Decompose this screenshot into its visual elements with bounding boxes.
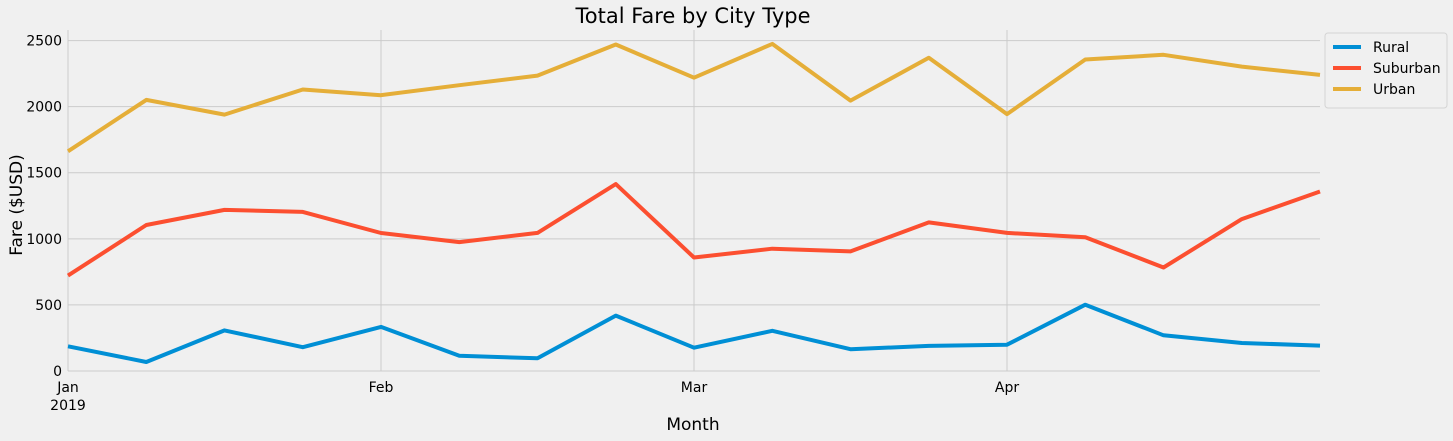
legend-label-urban: Urban	[1373, 82, 1415, 98]
y-tick-label: 0	[53, 364, 62, 380]
legend-label-suburban: Suburban	[1373, 61, 1441, 77]
legend: Rural Suburban Urban	[1324, 32, 1448, 109]
series-lines	[66, 41, 1321, 364]
x-tick-label: Mar	[681, 380, 708, 396]
chart-title: Total Fare by City Type	[574, 4, 810, 28]
series-line-rural	[67, 302, 1321, 364]
series-line-suburban	[66, 182, 1321, 278]
y-tick-label: 2000	[26, 100, 62, 116]
x-tick-label: Jan	[56, 380, 79, 396]
y-tick-label: 2500	[26, 34, 62, 50]
axis-ticks: 0 500 1000 1500 2000 2500 Jan 2019 Feb Mar Apr	[26, 34, 1019, 414]
series-line-urban	[66, 41, 1321, 153]
y-axis-label: Fare ($USD)	[7, 154, 27, 256]
x-axis-label: Month	[666, 415, 719, 435]
y-tick-label: 1500	[26, 166, 62, 182]
x-tick-sublabel: 2019	[50, 398, 86, 414]
legend-label-rural: Rural	[1373, 40, 1409, 56]
x-tick-label: Feb	[369, 380, 394, 396]
x-tick-label: Apr	[995, 380, 1019, 396]
grid	[67, 30, 1320, 372]
y-tick-label: 1000	[26, 232, 62, 248]
y-tick-label: 500	[35, 298, 62, 314]
